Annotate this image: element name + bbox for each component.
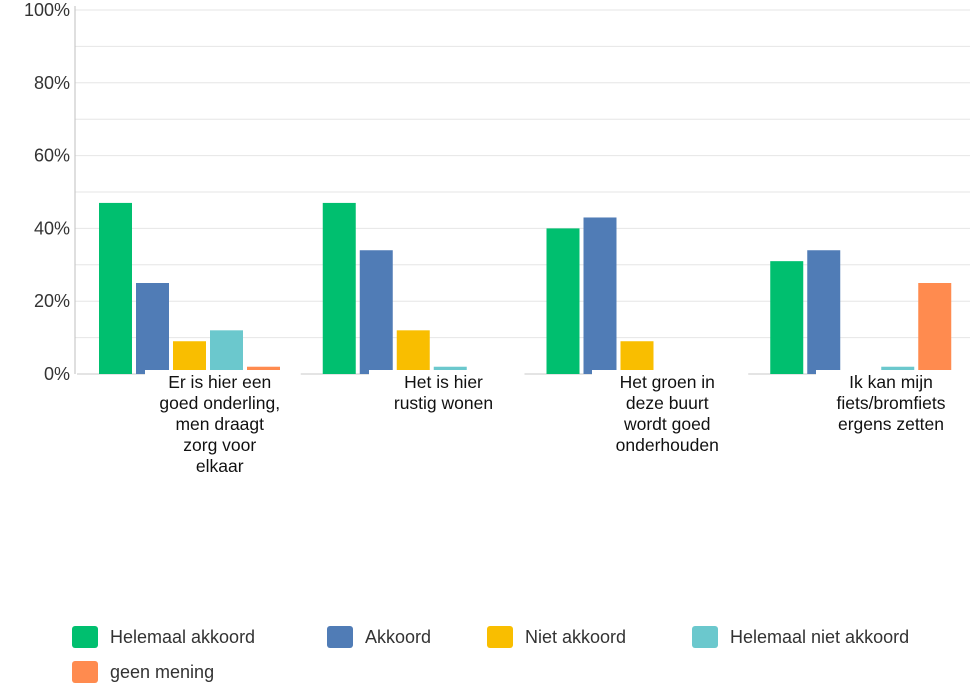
category-label-line: fiets/bromfiets [836, 393, 946, 413]
legend-item: Helemaal niet akkoord [692, 626, 909, 648]
legend-item: Akkoord [327, 626, 431, 648]
legend-label: geen mening [110, 661, 215, 682]
y-tick-label: 80% [34, 73, 70, 93]
legend-item: Helemaal akkoord [72, 626, 255, 648]
category-label-line: rustig wonen [393, 393, 494, 413]
bar [359, 250, 393, 374]
bar [173, 341, 206, 374]
legend-item: Niet akkoord [487, 626, 626, 648]
legend-swatch [72, 626, 98, 648]
bar [322, 202, 356, 374]
bar [620, 341, 654, 374]
bar [99, 202, 132, 374]
category-label-line: elkaar [195, 456, 244, 476]
category-label-line: ergens zetten [837, 414, 945, 434]
category-label-line: Er is hier een [168, 372, 272, 392]
legend-label: Akkoord [365, 626, 432, 647]
y-tick-label: 0% [44, 364, 70, 384]
category-label-line: Ik kan mijn [849, 372, 933, 392]
y-tick-label: 40% [34, 218, 70, 238]
y-tick-label: 20% [34, 291, 70, 311]
category-label-line: onderhouden [615, 435, 719, 455]
bar [918, 283, 952, 374]
category-label-line: wordt goed [623, 414, 711, 434]
legend-label: Helemaal akkoord [110, 626, 256, 647]
grid-lines [75, 9, 970, 339]
legend-label: Niet akkoord [525, 626, 627, 647]
y-tick-label: 100% [24, 0, 70, 20]
bar [396, 330, 430, 374]
category-label-line: deze buurt [625, 393, 709, 413]
y-tick-labels: 0% 20% 40% 60% 80% 100% [24, 0, 70, 384]
legend-swatch [327, 626, 353, 648]
legend-swatch [487, 626, 513, 648]
category-label-line: men draagt [175, 414, 265, 434]
category-label-line: zorg voor [183, 435, 257, 455]
bar [546, 228, 580, 374]
category-label-line: Het is hier [404, 372, 483, 392]
y-tick-label: 60% [34, 146, 70, 166]
bar [210, 330, 243, 374]
bar [807, 250, 841, 374]
category-label: Ik kan mijn fiets/bromfiets ergens zetten [816, 370, 966, 435]
bar [136, 283, 169, 374]
legend-swatch [72, 661, 98, 683]
legend-item: geen mening [72, 661, 214, 683]
category-label-line: goed onderling, [159, 393, 281, 413]
category-label-line: Het groen in [619, 372, 715, 392]
legend-label: Helemaal niet akkoord [730, 626, 910, 647]
category-label: Het is hier rustig wonen [368, 370, 519, 414]
category-label: Het groen in deze buurt wordt goed onderhou… [592, 370, 743, 456]
bar [770, 261, 804, 374]
category-label: Er is hier een goed onderling, men draagt z… [144, 370, 295, 477]
bars [99, 202, 952, 374]
legend-swatch [692, 626, 718, 648]
bar [583, 217, 617, 374]
